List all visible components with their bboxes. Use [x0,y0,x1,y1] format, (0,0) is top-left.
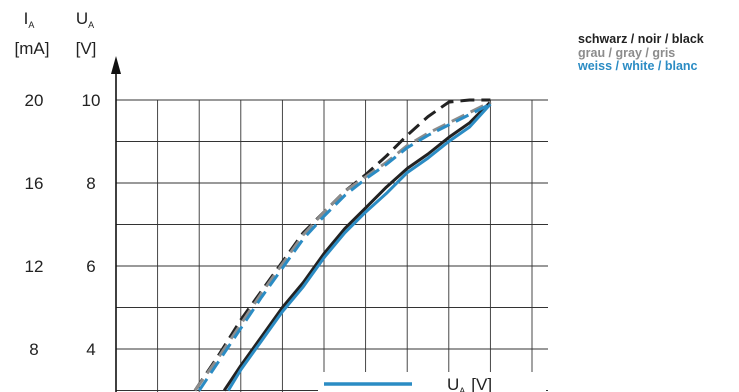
y-axis [111,56,121,392]
left-tick-label: 20 [25,91,44,110]
series-line-2 [193,98,491,392]
legend-item-white: weiss / white / blanc [578,59,698,73]
color-legend: schwarz / noir / black grau / gray / gri… [578,32,704,74]
right-tick-label: 8 [86,174,95,193]
tick-labels: 10 20 8 16 6 12 4 8 [25,91,101,359]
left-tick-label: 16 [25,174,44,193]
series-line-1 [227,103,492,392]
left-axis-unit: [mA] [15,39,50,58]
left-axis-label: I [24,9,29,28]
right-axis-subscript: A [88,20,94,30]
right-tick-label: 6 [86,257,95,276]
series-line-3 [193,100,492,392]
axis-headers: IA [mA] UA [V] [15,9,97,58]
inline-legend-unit: [V] [471,375,492,392]
right-tick-label: 4 [86,340,95,359]
left-axis-subscript: A [28,20,34,30]
inline-legend-label: U [447,375,459,392]
left-tick-label: 8 [29,340,38,359]
series-line-4 [197,102,492,392]
legend-item-black: schwarz / noir / black [578,32,704,46]
right-tick-label: 10 [82,91,101,110]
right-axis-unit: [V] [76,39,97,58]
svg-text:UA: UA [76,9,94,30]
inline-legend: UA [V] [318,372,546,392]
legend-item-gray: grau / gray / gris [578,45,676,60]
right-axis-label: U [76,9,88,28]
inline-legend-subscript: A [459,386,465,392]
series-line-0 [222,101,492,392]
left-tick-label: 12 [25,257,44,276]
svg-text:IA: IA [24,9,35,30]
series-lines [193,98,492,392]
svg-text:UA[V]: UA [V] [447,375,492,392]
inline-legend-background [318,372,546,392]
